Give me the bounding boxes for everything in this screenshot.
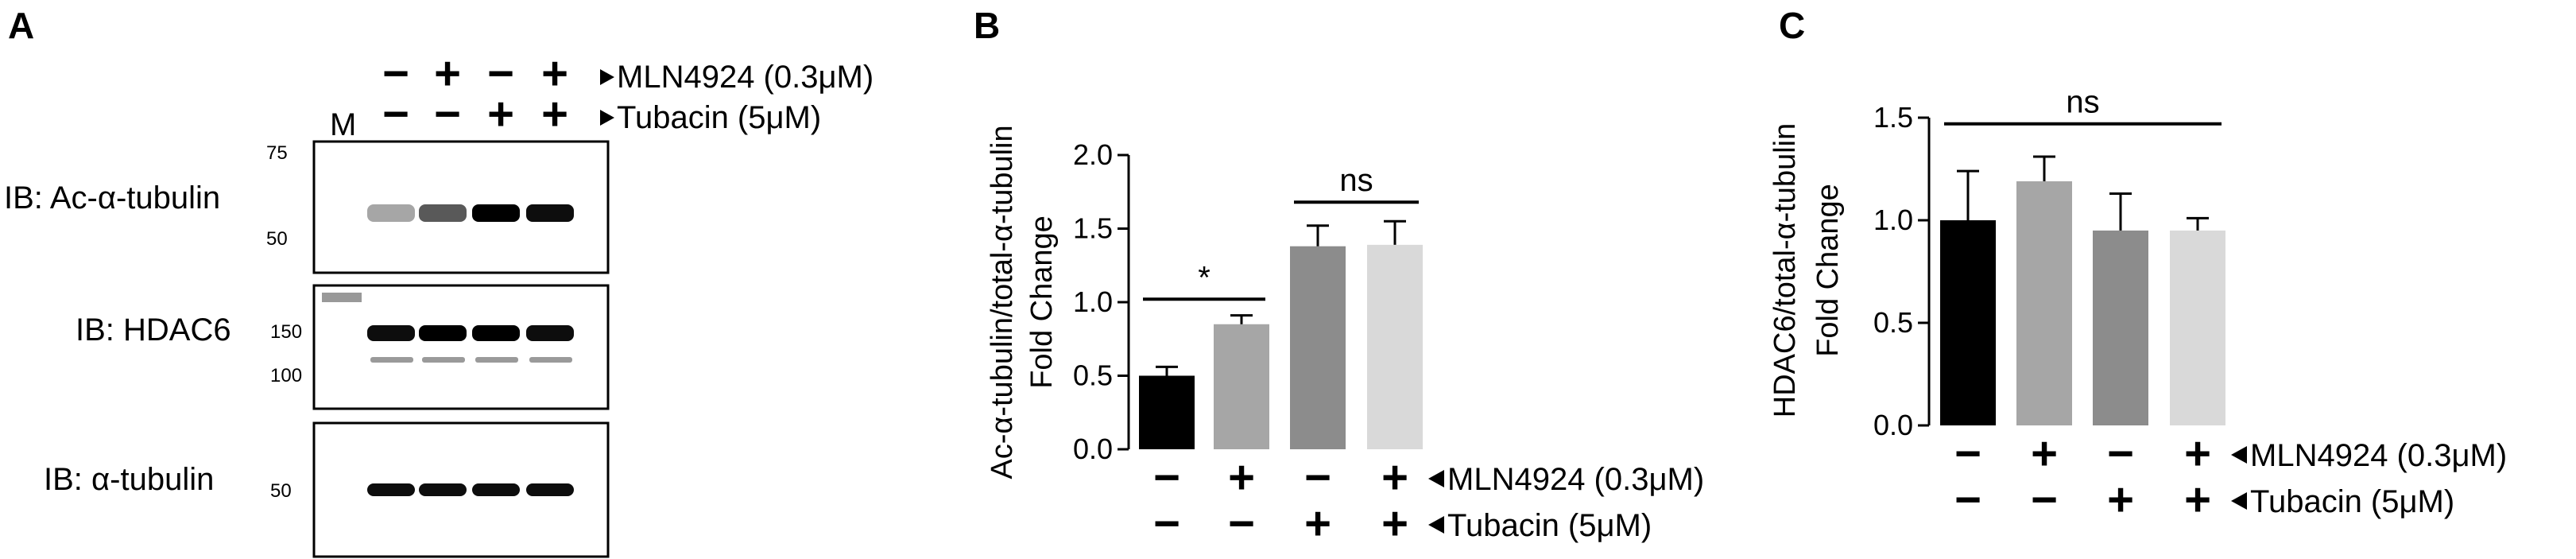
blot-band-1-1: [419, 325, 467, 341]
treatment-label-tub: Tubacin (5μM): [1447, 508, 1652, 543]
y-axis-label-line2: Fold Change: [1811, 184, 1845, 357]
blot-band-2-3: [526, 483, 574, 496]
blot-band-0-1: [419, 204, 467, 222]
treatment-sign-mln-1: +: [2031, 428, 2058, 479]
blot-sign-mln-1: +: [434, 48, 461, 99]
blot-sign-mln-3: +: [541, 48, 568, 99]
blot-row-label-alpha-tubulin: IB: α-tubulin: [44, 462, 214, 497]
blot-bands-alpha-tubulin: [367, 483, 574, 496]
western-blot-panel: M − + − +− − + + MLN4924 (0.3μM) Tubacin (5μM)…: [4, 48, 874, 558]
treatment-sign-tub-3: +: [1381, 498, 1408, 549]
blot-minor-band-1-0: [370, 357, 413, 363]
blot-minor-band-1-3: [529, 357, 572, 363]
blot-band-1-3: [526, 325, 574, 341]
bar-1: [2016, 181, 2072, 426]
y-axis-label-line1: HDAC6/total-α-tubulin: [1768, 123, 1802, 417]
panel-label-a: A: [8, 5, 34, 46]
panel-label-c: C: [1779, 5, 1805, 46]
blot-tub-label: Tubacin (5μM): [617, 100, 821, 135]
blot-frame-hdac6: [312, 284, 610, 410]
blot-band-0-0: [367, 204, 415, 222]
bar-2: [2093, 230, 2148, 425]
bar-0: [1940, 220, 1996, 425]
treatment-arrow-tub-icon: [2231, 492, 2247, 510]
treatment-sign-mln-3: +: [2184, 428, 2211, 479]
y-tick-label: 1.5: [1073, 212, 1113, 245]
chart-b: 0.0 0.5 1.0 1.5 2.0 Ac-α-tubulin/total-α-tubu…: [986, 125, 1704, 549]
treatment-arrow-mln-icon: [1428, 470, 1444, 487]
treatment-sign-mln-0: −: [1153, 452, 1180, 503]
blot-mln-label: MLN4924 (0.3μM): [617, 60, 874, 95]
y-axis-label-line1: Ac-α-tubulin/total-α-tubulin: [986, 125, 1019, 479]
blot-band-1-0: [367, 325, 415, 341]
treatment-sign-tub-0: −: [1153, 498, 1180, 549]
blot-row-label-hdac6: IB: HDAC6: [76, 312, 231, 347]
y-tick-label: 1.5: [1873, 101, 1913, 134]
blot-mw-75: 75: [266, 142, 288, 164]
treatment-arrow-mln-icon: [2231, 446, 2247, 464]
blot-band-0-3: [526, 204, 574, 222]
blot-band-0-2: [472, 204, 520, 222]
treatment-sign-mln-0: −: [1954, 428, 1981, 479]
treatment-sign-mln-2: −: [1304, 452, 1331, 503]
treatment-sign-mln-2: −: [2107, 428, 2134, 479]
treatment-sign-tub-0: −: [1954, 474, 1981, 526]
blot-mln-arrow-icon: [600, 69, 614, 85]
significance-label-0: ns: [2066, 85, 2099, 120]
bar-3: [2170, 230, 2225, 425]
blot-bands-hdac6: [367, 325, 574, 363]
treatment-sign-tub-1: −: [1228, 498, 1255, 549]
y-axis-label-line2: Fold Change: [1025, 215, 1059, 389]
blot-bands-ac-tubulin: [367, 204, 574, 222]
blot-minor-band-1-2: [475, 357, 518, 363]
blot-mw-50: 50: [266, 228, 288, 250]
blot-mw-100: 100: [270, 365, 302, 386]
y-tick-label: 0.0: [1873, 409, 1913, 441]
treatment-sign-mln-3: +: [1381, 452, 1408, 503]
significance-label-0: *: [1198, 260, 1211, 295]
treatment-label-mln: MLN4924 (0.3μM): [2250, 438, 2507, 473]
treatment-label-tub: Tubacin (5μM): [2250, 484, 2454, 519]
blot-sign-tub-3: +: [541, 88, 568, 140]
treatment-arrow-tub-icon: [1428, 516, 1444, 534]
blot-sign-mln-0: −: [382, 48, 409, 99]
blot-ladder-smudge: [322, 293, 362, 302]
treatment-label-mln: MLN4924 (0.3μM): [1447, 462, 1704, 497]
treatment-sign-tub-2: +: [2107, 474, 2134, 526]
blot-row-label-ac-tubulin: IB: Ac-α-tubulin: [4, 181, 220, 215]
bar-2: [1290, 246, 1346, 449]
y-tick-label: 2.0: [1073, 138, 1113, 171]
y-tick-label: 1.0: [1073, 285, 1113, 318]
blot-sign-tub-0: −: [382, 88, 409, 140]
blot-mw-50-alpha: 50: [270, 480, 292, 502]
y-tick-label: 0.0: [1073, 433, 1113, 465]
blot-sign-mln-2: −: [487, 48, 514, 99]
treatment-sign-tub-3: +: [2184, 474, 2211, 526]
blot-marker-lane-label: M: [330, 107, 356, 142]
bar-1: [1214, 324, 1269, 449]
y-tick-label: 0.5: [1873, 306, 1913, 339]
treatment-sign-tub-1: −: [2031, 474, 2058, 526]
treatment-sign-tub-2: +: [1304, 498, 1331, 549]
blot-band-2-2: [472, 483, 520, 496]
blot-band-1-2: [472, 325, 520, 341]
y-tick-label: 1.0: [1873, 204, 1913, 236]
treatment-sign-mln-1: +: [1228, 452, 1255, 503]
bar-3: [1367, 244, 1423, 449]
blot-band-2-1: [419, 483, 467, 496]
blot-tub-arrow-icon: [600, 110, 614, 126]
bar-0: [1139, 375, 1195, 449]
chart-c: 0.0 0.5 1.0 1.5 HDAC6/total-α-tubulin Fold Ch…: [1768, 85, 2507, 526]
y-tick-label: 0.5: [1073, 359, 1113, 392]
blot-mw-150: 150: [270, 321, 302, 343]
panel-label-b: B: [974, 5, 1000, 46]
blot-sign-tub-1: −: [434, 88, 461, 140]
blot-minor-band-1-1: [422, 357, 465, 363]
blot-band-2-0: [367, 483, 415, 496]
significance-label-1: ns: [1339, 163, 1373, 198]
blot-sign-tub-2: +: [487, 88, 514, 140]
